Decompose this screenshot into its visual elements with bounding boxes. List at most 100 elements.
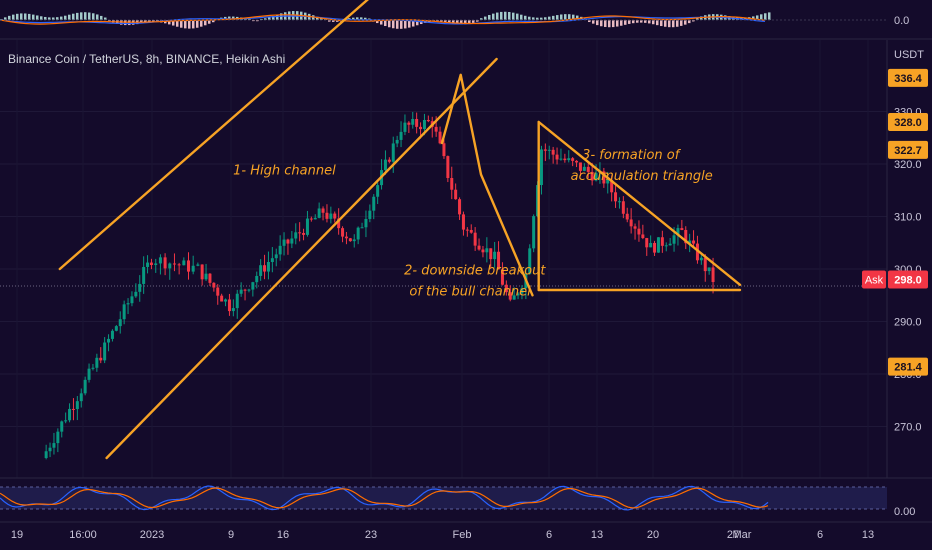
macd-bar: [260, 18, 263, 20]
drawings[interactable]: [58, 0, 742, 460]
macd-bar: [332, 20, 335, 22]
candle-body: [442, 143, 446, 157]
macd-bar: [592, 20, 595, 24]
candle-body: [239, 289, 243, 294]
candle-body: [621, 201, 625, 214]
macd-bar: [148, 20, 151, 23]
candle-body: [255, 275, 259, 283]
macd-bar: [636, 20, 639, 23]
breakout-arrow[interactable]: [440, 73, 534, 297]
macd-bar: [268, 17, 271, 20]
macd-bar: [392, 20, 395, 29]
macd-bar: [440, 20, 443, 22]
ask-tag-box: [862, 270, 886, 289]
candle-body: [465, 229, 469, 231]
macd-bar: [496, 12, 499, 20]
candle-body: [333, 213, 337, 219]
candle-body: [243, 289, 247, 291]
candle-body: [376, 185, 380, 197]
candle-body: [64, 420, 68, 422]
macd-bar: [52, 17, 55, 20]
candle-body: [182, 260, 186, 266]
candle-body: [91, 367, 95, 369]
macd-bar: [684, 20, 687, 25]
candle-body: [52, 443, 56, 448]
candle-body: [656, 237, 660, 253]
candle-body: [707, 267, 711, 272]
candle-body: [329, 213, 333, 219]
candle-body: [512, 295, 516, 300]
candle-body: [485, 248, 489, 253]
candle-body: [617, 201, 621, 203]
candle-body: [660, 237, 664, 246]
price-label-box: [888, 270, 928, 289]
macd-bar: [396, 20, 399, 29]
price-axis[interactable]: USDT 270.0280.0290.0300.0310.0320.0330.0…: [862, 40, 928, 478]
candle-body: [695, 243, 699, 261]
macd-bar: [364, 17, 367, 20]
macd-signal-line: [0, 14, 766, 25]
candle-body: [191, 265, 195, 272]
candle-body: [44, 451, 48, 458]
candle-body: [372, 196, 376, 211]
macd-bar: [84, 12, 87, 20]
candle-body: [177, 264, 181, 266]
candle-body: [586, 166, 590, 172]
macd-bar: [472, 20, 475, 23]
candle-body: [520, 288, 524, 294]
candle-body: [110, 330, 114, 339]
candle-body: [114, 326, 118, 331]
candle-body: [75, 401, 79, 410]
macd-bar: [212, 20, 215, 23]
candle-body: [71, 408, 75, 410]
macd-bar: [516, 13, 519, 20]
candle-body: [196, 264, 200, 266]
candle-body: [446, 156, 450, 178]
grid: [0, 40, 887, 478]
candle-body: [344, 236, 348, 239]
candle-body: [163, 257, 167, 269]
candle-body: [461, 214, 465, 230]
candle-body: [516, 293, 520, 296]
time-tick-label: 13: [862, 529, 874, 541]
macd-bar: [232, 16, 235, 20]
candle-body: [629, 219, 633, 227]
candle-body: [688, 240, 692, 244]
macd-bar: [4, 17, 7, 20]
candle-body: [508, 292, 512, 300]
candle-body: [126, 303, 130, 305]
candle-body: [411, 118, 415, 125]
price-label-text: 336.4: [894, 73, 922, 85]
candle-body: [391, 143, 395, 162]
annotation-text: 2- downside breakout: [404, 263, 546, 278]
candle-body: [200, 264, 204, 280]
candle-body: [274, 254, 278, 259]
macd-bar: [72, 13, 75, 20]
macd-bar: [468, 20, 471, 24]
macd-bar: [692, 20, 695, 22]
candle-body: [337, 218, 341, 229]
lower-channel-line[interactable]: [105, 57, 498, 460]
candle-body: [653, 242, 657, 253]
macd-bar: [648, 20, 651, 24]
candle-body: [278, 245, 282, 255]
triangle-top-side[interactable]: [537, 120, 742, 286]
price-pane: 1- High channel 2- downside breakout of th…: [0, 0, 887, 478]
candle-body: [305, 218, 309, 235]
macd-bar: [680, 20, 683, 26]
macd-pane: 0.0: [0, 0, 909, 38]
upper-channel-line[interactable]: [58, 0, 450, 271]
macd-bar: [352, 17, 355, 20]
macd-bar: [632, 20, 635, 24]
macd-bar: [512, 12, 515, 20]
macd-bar: [44, 16, 47, 20]
candle-body: [489, 248, 493, 260]
price-label-text: 328.0: [894, 117, 922, 129]
candle-body: [251, 282, 255, 290]
macd-bar: [744, 17, 747, 20]
candle-body: [158, 257, 162, 264]
time-tick-label: 13: [591, 529, 603, 541]
macd-bar: [356, 17, 359, 20]
